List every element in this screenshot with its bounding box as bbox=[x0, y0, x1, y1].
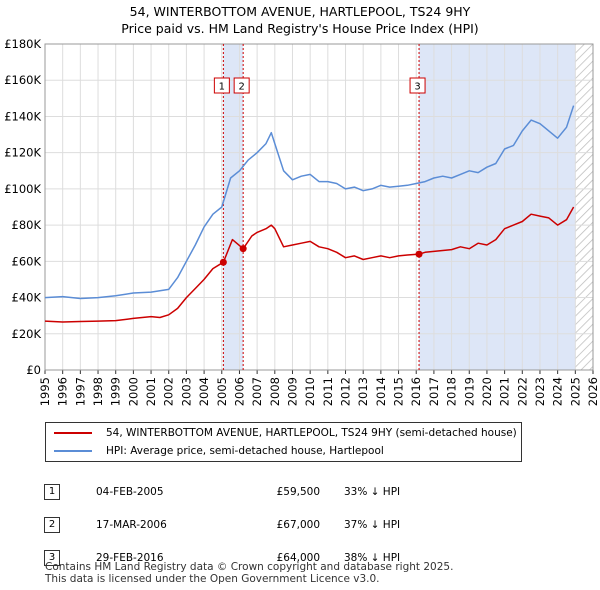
y-tick-label: £180K bbox=[4, 37, 41, 51]
x-tick-label: 2018 bbox=[445, 377, 459, 406]
sale-hpi-diff: 37% ↓ HPI bbox=[344, 518, 401, 531]
y-tick-label: £60K bbox=[12, 254, 42, 268]
legend: 54, WINTERBOTTOM AVENUE, HARTLEPOOL, TS2… bbox=[45, 422, 522, 462]
x-tick-label: 2010 bbox=[303, 377, 317, 406]
y-tick-label: £20K bbox=[12, 327, 42, 341]
x-tick-label: 1996 bbox=[56, 377, 70, 406]
sale-marker-label: 3 bbox=[414, 82, 420, 93]
sale-number-badge: 1 bbox=[44, 483, 60, 500]
sale-number-badge: 2 bbox=[44, 516, 60, 533]
series-line bbox=[44, 206, 575, 323]
y-tick-label: £0 bbox=[26, 363, 41, 377]
x-tick-label: 2004 bbox=[197, 377, 211, 406]
chart-title-line2: Price paid vs. HM Land Registry's House … bbox=[121, 21, 479, 36]
x-tick-label: 2015 bbox=[392, 377, 406, 406]
sale-marker-box bbox=[409, 77, 426, 94]
series-line bbox=[44, 105, 575, 300]
sale-point bbox=[219, 258, 227, 266]
x-tick-label: 2021 bbox=[498, 377, 512, 406]
sales-table: 1 04-FEB-2005 £59,500 33% ↓ HPI 2 17-MAR… bbox=[44, 475, 464, 574]
x-tick-label: 1999 bbox=[109, 377, 123, 406]
plot-frame bbox=[44, 43, 594, 371]
legend-property-line-icon bbox=[54, 432, 92, 434]
x-tick-label: 2026 bbox=[586, 377, 600, 406]
y-tick-label: £160K bbox=[4, 73, 41, 87]
footer-licence: This data is licensed under the Open Gov… bbox=[45, 573, 380, 585]
x-tick-label: 2016 bbox=[409, 377, 423, 406]
sale-price: £59,500 bbox=[276, 485, 320, 498]
sale-price: £67,000 bbox=[276, 518, 320, 531]
sale-hpi-diff: 38% ↓ HPI bbox=[344, 551, 401, 564]
legend-property-label: 54, WINTERBOTTOM AVENUE, HARTLEPOOL, TS2… bbox=[106, 427, 517, 439]
y-tick-label: £100K bbox=[4, 182, 41, 196]
sale-number-badge: 3 bbox=[44, 549, 60, 566]
x-tick-label: 2022 bbox=[515, 377, 529, 406]
x-tick-label: 2023 bbox=[533, 377, 547, 406]
x-tick-label: 1997 bbox=[73, 377, 87, 406]
x-tick-label: 2002 bbox=[162, 377, 176, 406]
x-tick-label: 2008 bbox=[268, 377, 282, 406]
x-tick-label: 2025 bbox=[568, 377, 582, 406]
table-row: 3 29-FEB-2016 £64,000 38% ↓ HPI bbox=[44, 541, 464, 574]
y-tick-label: £40K bbox=[12, 291, 42, 305]
sale-date: 17-MAR-2006 bbox=[96, 518, 167, 531]
y-tick-label: £80K bbox=[12, 218, 42, 232]
table-row: 2 17-MAR-2006 £67,000 37% ↓ HPI bbox=[44, 508, 464, 541]
x-tick-label: 1995 bbox=[38, 377, 52, 406]
sale-price: £64,000 bbox=[276, 551, 320, 564]
x-tick-label: 2006 bbox=[232, 377, 246, 406]
sale-date: 29-FEB-2016 bbox=[96, 551, 164, 564]
legend-item-property: 54, WINTERBOTTOM AVENUE, HARTLEPOOL, TS2… bbox=[54, 425, 517, 441]
x-tick-label: 2014 bbox=[374, 377, 388, 406]
sale-marker-box bbox=[213, 77, 230, 94]
x-tick-label: 2001 bbox=[144, 377, 158, 406]
legend-hpi-label: HPI: Average price, semi-detached house,… bbox=[106, 445, 384, 457]
y-tick-label: £140K bbox=[4, 109, 41, 123]
shaded-period bbox=[419, 44, 576, 370]
x-tick-label: 2017 bbox=[427, 377, 441, 406]
sale-marker-box bbox=[233, 77, 250, 94]
price-chart: £0 £20K £40K £60K £80K £100K £120K £140K £160K £1… bbox=[4, 37, 600, 406]
legend-item-hpi: HPI: Average price, semi-detached house,… bbox=[54, 443, 384, 459]
x-tick-label: 2019 bbox=[462, 377, 476, 406]
x-tick-label: 1998 bbox=[91, 377, 105, 406]
sale-point bbox=[415, 250, 423, 258]
sale-point bbox=[239, 245, 247, 253]
sale-hpi-diff: 33% ↓ HPI bbox=[344, 485, 401, 498]
x-tick-label: 2009 bbox=[285, 377, 299, 406]
legend-hpi-line-icon bbox=[54, 450, 92, 452]
footer-copyright: Contains HM Land Registry data © Crown c… bbox=[45, 561, 454, 573]
sale-date: 04-FEB-2005 bbox=[96, 485, 164, 498]
sale-marker-label: 2 bbox=[238, 82, 244, 93]
shaded-period bbox=[223, 44, 244, 370]
table-row: 1 04-FEB-2005 £59,500 33% ↓ HPI bbox=[44, 475, 464, 508]
x-tick-label: 2000 bbox=[126, 377, 140, 406]
sale-marker-label: 1 bbox=[219, 82, 225, 93]
x-tick-label: 2003 bbox=[179, 377, 193, 406]
x-tick-label: 2005 bbox=[215, 377, 229, 406]
x-tick-label: 2020 bbox=[480, 377, 494, 406]
forecast-hatch bbox=[575, 44, 593, 370]
y-tick-label: £120K bbox=[4, 146, 41, 160]
x-tick-label: 2013 bbox=[356, 377, 370, 406]
chart-title-line1: 54, WINTERBOTTOM AVENUE, HARTLEPOOL, TS2… bbox=[129, 4, 471, 19]
x-tick-label: 2012 bbox=[339, 377, 353, 406]
x-tick-label: 2011 bbox=[321, 377, 335, 406]
x-tick-label: 2007 bbox=[250, 377, 264, 406]
x-tick-label: 2024 bbox=[551, 377, 565, 406]
